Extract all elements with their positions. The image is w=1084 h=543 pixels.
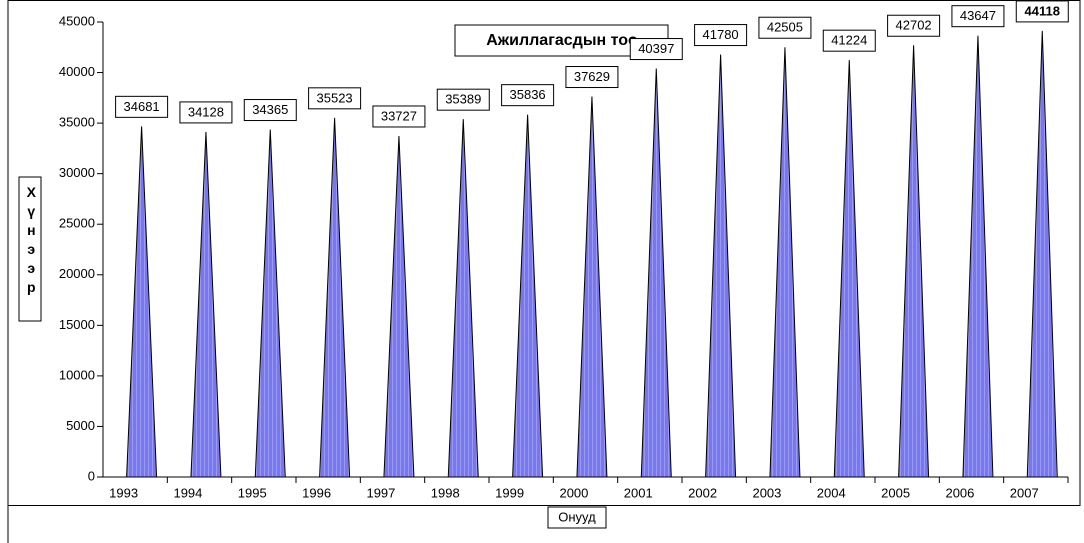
x-tick-label: 1993 — [109, 485, 138, 500]
bar — [126, 126, 158, 478]
y-tick-label: 30000 — [59, 165, 95, 180]
y-tick-label: 45000 — [59, 13, 95, 28]
y-tick-label: 15000 — [59, 317, 95, 332]
x-tick-label: 2005 — [881, 485, 910, 500]
value-label: 41224 — [831, 33, 867, 48]
value-label: 34681 — [124, 99, 160, 114]
value-label: 44118 — [1025, 3, 1060, 18]
value-label: 42505 — [767, 20, 803, 35]
bar — [833, 60, 865, 478]
chart-frame — [7, 0, 1081, 506]
bar — [512, 114, 544, 478]
y-tick-label: 5000 — [66, 418, 95, 433]
bar — [1026, 30, 1058, 478]
value-label: 42702 — [896, 18, 932, 33]
bar — [383, 135, 415, 478]
value-label-box — [243, 99, 297, 122]
y-tick-label: 20000 — [59, 266, 95, 281]
x-tick-label: 1996 — [302, 485, 331, 500]
value-label: 43647 — [960, 8, 996, 23]
value-label-box — [629, 38, 683, 61]
y-tick-label: 0 — [88, 468, 95, 483]
x-axis-title: Онууд — [558, 509, 596, 524]
bar — [769, 47, 801, 478]
value-label-box — [115, 95, 169, 118]
x-tick-label: 1999 — [495, 485, 524, 500]
x-tick-label: 1994 — [173, 485, 202, 500]
x-tick-label: 2003 — [752, 485, 781, 500]
chart-title: Ажиллагасдын тоо — [486, 32, 638, 49]
y-tick-label: 35000 — [59, 115, 95, 130]
x-tick-label: 2006 — [945, 485, 974, 500]
value-label: 41780 — [703, 27, 739, 42]
value-label: 34128 — [188, 104, 224, 119]
bar — [898, 45, 930, 478]
y-axis-title: Хүнээр — [23, 184, 39, 298]
x-title-box — [547, 506, 607, 529]
y-title-box — [18, 176, 42, 322]
y-tick-label: 25000 — [59, 216, 95, 231]
value-label-box — [887, 14, 941, 37]
value-label-box — [436, 88, 490, 111]
x-tick-label: 1997 — [366, 485, 395, 500]
bar — [640, 68, 672, 478]
value-label-box — [501, 84, 555, 107]
bar — [190, 131, 222, 478]
value-label-box — [694, 24, 748, 47]
bar — [254, 129, 286, 478]
bar — [319, 117, 351, 478]
value-label: 35523 — [317, 90, 353, 105]
value-label: 40397 — [638, 41, 674, 56]
x-tick-label: 2004 — [817, 485, 846, 500]
value-label: 35836 — [510, 87, 546, 102]
bar — [576, 96, 608, 478]
value-label: 34365 — [252, 102, 288, 117]
value-label: 33727 — [381, 108, 417, 123]
x-tick-label: 2002 — [688, 485, 717, 500]
value-label-box — [565, 66, 619, 89]
bar — [447, 119, 479, 478]
x-tick-label: 2001 — [624, 485, 653, 500]
value-label: 37629 — [574, 69, 610, 84]
value-label: 35389 — [445, 92, 481, 107]
y-tick-label: 10000 — [59, 367, 95, 382]
bar — [705, 54, 737, 478]
value-label-box — [758, 16, 812, 39]
value-label-box — [372, 105, 426, 128]
x-tick-label: 1998 — [431, 485, 460, 500]
value-label-box — [308, 87, 362, 110]
value-label-box — [822, 29, 876, 52]
x-tick-label: 2000 — [559, 485, 588, 500]
value-label-box — [1015, 0, 1069, 23]
value-label-box — [179, 101, 233, 124]
x-tick-label: 2007 — [1010, 485, 1039, 500]
bar — [962, 35, 994, 478]
y-tick-label: 40000 — [59, 64, 95, 79]
x-tick-label: 1995 — [238, 485, 267, 500]
value-label-box — [951, 5, 1005, 28]
